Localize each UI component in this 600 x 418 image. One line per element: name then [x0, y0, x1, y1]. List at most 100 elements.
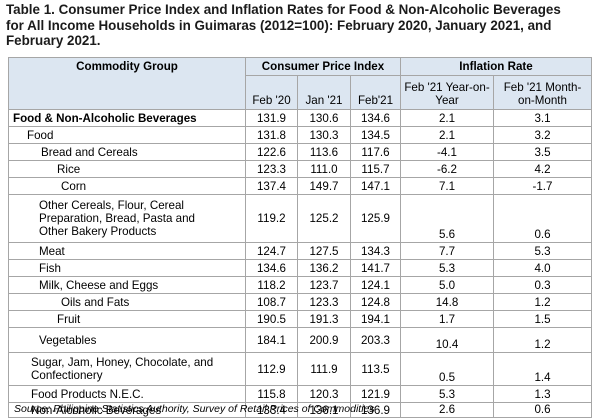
value-cell: 1.5	[493, 310, 592, 328]
value-cell: 0.6	[493, 194, 592, 243]
value-cell: -1.7	[493, 177, 592, 195]
value-cell: 134.6	[350, 109, 401, 127]
value-cell: 124.8	[350, 293, 401, 311]
column-header: Feb '20	[245, 75, 298, 110]
table-row: Meat 124.7 127.5 134.3 7.7 5.3	[8, 242, 592, 260]
table-row: Vegetables 184.1 200.9 203.3 10.4 1.2	[8, 327, 592, 353]
commodity-name: Food	[8, 126, 246, 144]
value-cell: 136.1	[297, 402, 351, 418]
value-cell: 1.2	[493, 293, 592, 311]
value-cell: 5.3	[400, 385, 494, 403]
table-row: Food & Non-Alcoholic Beverages 131.9 130.6…	[8, 109, 592, 127]
commodity-name: Fish	[8, 259, 246, 277]
commodity-name: Rice	[8, 160, 246, 178]
value-cell: 130.6	[297, 109, 351, 127]
value-cell: 111.9	[297, 352, 351, 386]
table-row: Rice 123.3 111.0 115.7 -6.2 4.2	[8, 160, 592, 178]
value-cell: 0.5	[400, 352, 494, 386]
value-cell: 123.3	[297, 293, 351, 311]
value-cell: 121.9	[350, 385, 401, 403]
table-row: Milk, Cheese and Eggs 118.2 123.7 124.1 5.0 0…	[8, 276, 592, 294]
commodity-name: Oils and Fats	[8, 293, 246, 311]
commodity-name: Other Cereals, Flour, Cereal Preparation…	[8, 194, 246, 243]
column-header: Feb '21 Month-on-Month	[493, 75, 592, 110]
table-row: Fish 134.6 136.2 141.7 5.3 4.0	[8, 259, 592, 277]
value-cell: 118.2	[245, 276, 298, 294]
value-cell: 4.2	[493, 160, 592, 178]
group-header: Commodity Group	[8, 57, 246, 110]
table-row: Non-Alcoholic Beverages 133.4 136.1 136.9 2.…	[8, 402, 592, 418]
value-cell: 112.9	[245, 352, 298, 386]
value-cell: 131.9	[245, 109, 298, 127]
table-row: Fruit 190.5 191.3 194.1 1.7 1.5	[8, 310, 592, 328]
value-cell: 115.7	[350, 160, 401, 178]
column-header: Feb'21	[350, 75, 401, 110]
value-cell: 0.6	[493, 402, 592, 418]
cpi-header: Consumer Price Index	[245, 57, 401, 76]
table-row: Other Cereals, Flour, Cereal Preparation…	[8, 194, 592, 243]
value-cell: 5.0	[400, 276, 494, 294]
value-cell: 120.3	[297, 385, 351, 403]
value-cell: 2.6	[400, 402, 494, 418]
value-cell: 111.0	[297, 160, 351, 178]
value-cell: 108.7	[245, 293, 298, 311]
table-row: Bread and Cereals 122.6 113.6 117.6 -4.1 3.5	[8, 143, 592, 161]
value-cell: 3.1	[493, 109, 592, 127]
value-cell: 0.3	[493, 276, 592, 294]
value-cell: 147.1	[350, 177, 401, 195]
value-cell: 134.5	[350, 126, 401, 144]
commodity-name: Corn	[8, 177, 246, 195]
column-header: Jan '21	[297, 75, 351, 110]
table-row: Corn 137.4 149.7 147.1 7.1 -1.7	[8, 177, 592, 195]
value-cell: 7.7	[400, 242, 494, 260]
value-cell: 194.1	[350, 310, 401, 328]
commodity-name: Non-Alcoholic Beverages	[8, 402, 246, 418]
value-cell: 203.3	[350, 327, 401, 353]
value-cell: 137.4	[245, 177, 298, 195]
value-cell: 123.7	[297, 276, 351, 294]
value-cell: 134.3	[350, 242, 401, 260]
value-cell: 119.2	[245, 194, 298, 243]
value-cell: 5.3	[400, 259, 494, 277]
value-cell: 127.5	[297, 242, 351, 260]
value-cell: 5.6	[400, 194, 494, 243]
value-cell: 190.5	[245, 310, 298, 328]
value-cell: 113.6	[297, 143, 351, 161]
value-cell: 117.6	[350, 143, 401, 161]
column-header: Feb '21 Year-on-Year	[400, 75, 494, 110]
commodity-name: Bread and Cereals	[8, 143, 246, 161]
value-cell: 1.4	[493, 352, 592, 386]
commodity-name: Vegetables	[8, 327, 246, 353]
value-cell: 122.6	[245, 143, 298, 161]
table-row: Food Products N.E.C. 115.8 120.3 121.9 5.3 1.…	[8, 385, 592, 403]
value-cell: 1.3	[493, 385, 592, 403]
value-cell: 3.2	[493, 126, 592, 144]
table-row: Oils and Fats 108.7 123.3 124.8 14.8 1.2	[8, 293, 592, 311]
value-cell: 200.9	[297, 327, 351, 353]
cpi-table: Commodity Group Consumer Price Index Inf…	[8, 57, 592, 418]
value-cell: 149.7	[297, 177, 351, 195]
value-cell: 134.6	[245, 259, 298, 277]
value-cell: 7.1	[400, 177, 494, 195]
value-cell: 123.3	[245, 160, 298, 178]
table-row: Food 131.8 130.3 134.5 2.1 3.2	[8, 126, 592, 144]
value-cell: 3.5	[493, 143, 592, 161]
value-cell: 14.8	[400, 293, 494, 311]
source-note: Source: Philippine Statistics Authority,…	[14, 403, 375, 415]
table-body: Food & Non-Alcoholic Beverages 131.9 130.6…	[8, 109, 592, 418]
value-cell: 184.1	[245, 327, 298, 353]
value-cell: 191.3	[297, 310, 351, 328]
inflation-header: Inflation Rate	[400, 57, 592, 76]
value-cell: 113.5	[350, 352, 401, 386]
table-title: Table 1. Consumer Price Index and Inflat…	[6, 2, 561, 48]
value-cell: 124.1	[350, 276, 401, 294]
value-cell: -4.1	[400, 143, 494, 161]
value-cell: 130.3	[297, 126, 351, 144]
value-cell: 4.0	[493, 259, 592, 277]
value-cell: 136.2	[297, 259, 351, 277]
table-row: Sugar, Jam, Honey, Chocolate, and Confec…	[8, 352, 592, 386]
commodity-name: Fruit	[8, 310, 246, 328]
value-cell: 125.9	[350, 194, 401, 243]
commodity-name: Food & Non-Alcoholic Beverages	[8, 109, 246, 127]
